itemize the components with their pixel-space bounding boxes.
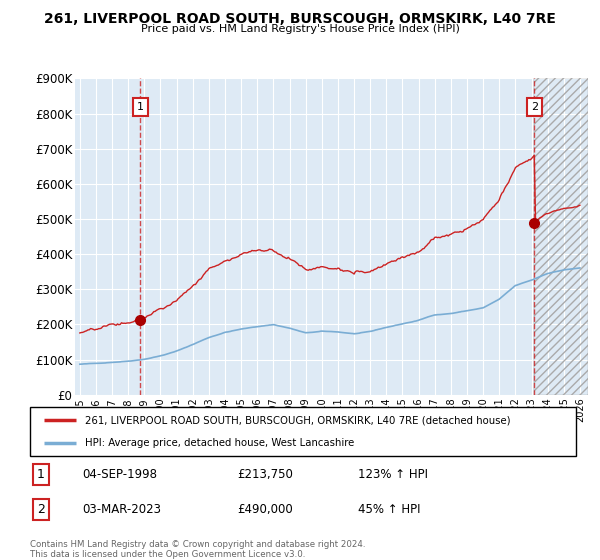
Text: 1: 1 bbox=[37, 468, 45, 481]
Text: 261, LIVERPOOL ROAD SOUTH, BURSCOUGH, ORMSKIRK, L40 7RE: 261, LIVERPOOL ROAD SOUTH, BURSCOUGH, OR… bbox=[44, 12, 556, 26]
FancyBboxPatch shape bbox=[30, 407, 576, 456]
Text: 2: 2 bbox=[37, 503, 45, 516]
Text: Contains HM Land Registry data © Crown copyright and database right 2024.
This d: Contains HM Land Registry data © Crown c… bbox=[30, 540, 365, 559]
Text: 261, LIVERPOOL ROAD SOUTH, BURSCOUGH, ORMSKIRK, L40 7RE (detached house): 261, LIVERPOOL ROAD SOUTH, BURSCOUGH, OR… bbox=[85, 416, 510, 426]
Text: 2: 2 bbox=[531, 102, 538, 112]
Text: HPI: Average price, detached house, West Lancashire: HPI: Average price, detached house, West… bbox=[85, 438, 354, 448]
Text: 45% ↑ HPI: 45% ↑ HPI bbox=[358, 503, 420, 516]
Text: 1: 1 bbox=[137, 102, 144, 112]
Text: 04-SEP-1998: 04-SEP-1998 bbox=[82, 468, 157, 481]
Text: 03-MAR-2023: 03-MAR-2023 bbox=[82, 503, 161, 516]
Text: £490,000: £490,000 bbox=[238, 503, 293, 516]
Text: Price paid vs. HM Land Registry's House Price Index (HPI): Price paid vs. HM Land Registry's House … bbox=[140, 24, 460, 34]
Text: 123% ↑ HPI: 123% ↑ HPI bbox=[358, 468, 428, 481]
Text: £213,750: £213,750 bbox=[238, 468, 293, 481]
